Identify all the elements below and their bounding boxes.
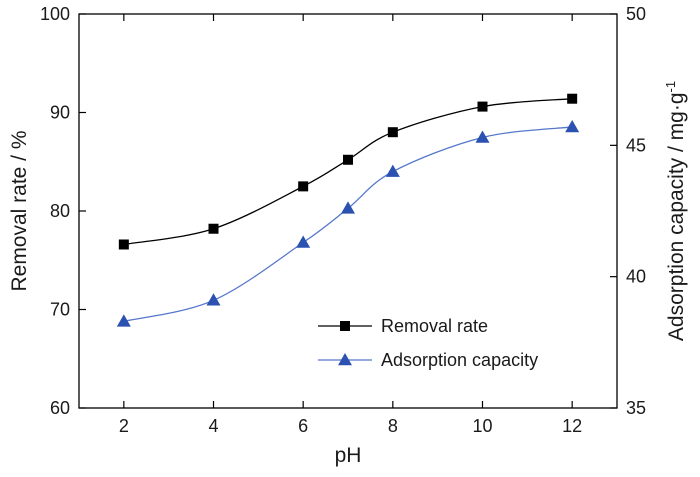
left-y-tick-label: 80 bbox=[50, 201, 70, 221]
triangle-marker bbox=[206, 293, 221, 306]
left-y-tick-label: 60 bbox=[50, 398, 70, 418]
x-tick-label: 6 bbox=[298, 416, 308, 436]
legend-item: Removal rate bbox=[318, 316, 488, 336]
x-tick-label: 4 bbox=[208, 416, 218, 436]
square-marker bbox=[298, 181, 309, 192]
right-y-axis-title: Adsorption capacity / mg·g-1 bbox=[663, 81, 688, 341]
series-adsorption-capacity bbox=[116, 119, 580, 327]
right-y-axis-title-superscript: -1 bbox=[663, 81, 678, 93]
triangle-marker bbox=[475, 130, 490, 143]
left-y-tick-label: 90 bbox=[50, 103, 70, 123]
x-tick-label: 8 bbox=[388, 416, 398, 436]
right-y-tick-label: 40 bbox=[626, 267, 646, 287]
legend-label: Adsorption capacity bbox=[381, 350, 538, 370]
x-axis-title: pH bbox=[335, 444, 362, 467]
right-y-tick-label: 50 bbox=[626, 4, 646, 24]
triangle-marker bbox=[341, 201, 355, 214]
right-y-tick-label: 45 bbox=[626, 135, 646, 155]
triangle-marker bbox=[385, 164, 400, 177]
left-y-tick-label: 100 bbox=[40, 4, 70, 24]
x-tick-label: 10 bbox=[472, 416, 492, 436]
series-removal-rate bbox=[118, 93, 578, 250]
x-tick-label: 2 bbox=[119, 416, 129, 436]
legend-item: Adsorption capacity bbox=[318, 350, 538, 370]
right-y-tick-label: 35 bbox=[626, 398, 646, 418]
legend-marker bbox=[340, 321, 350, 331]
x-tick-label: 12 bbox=[562, 416, 582, 436]
ticks: 2 4 6 8 10 12 60 70 80 90 100 35 40 45 50 bbox=[40, 4, 646, 436]
square-marker bbox=[477, 101, 488, 112]
series bbox=[116, 93, 580, 327]
square-marker bbox=[208, 223, 219, 234]
square-marker bbox=[567, 93, 578, 104]
legend-label: Removal rate bbox=[381, 316, 488, 336]
left-y-axis-title: Removal rate / % bbox=[8, 130, 31, 291]
left-y-tick-label: 70 bbox=[50, 300, 70, 320]
right-y-axis-title-main: Adsorption capacity / mg·g bbox=[665, 92, 688, 341]
triangle-marker bbox=[116, 314, 131, 327]
square-marker bbox=[387, 127, 398, 138]
square-marker bbox=[118, 239, 129, 250]
square-marker bbox=[343, 154, 353, 165]
triangle-marker bbox=[565, 119, 580, 133]
triangle-marker bbox=[296, 235, 311, 248]
series-line bbox=[123, 98, 573, 246]
legend-marker bbox=[338, 353, 352, 366]
legend: Removal rate Adsorption capacity bbox=[318, 316, 538, 370]
